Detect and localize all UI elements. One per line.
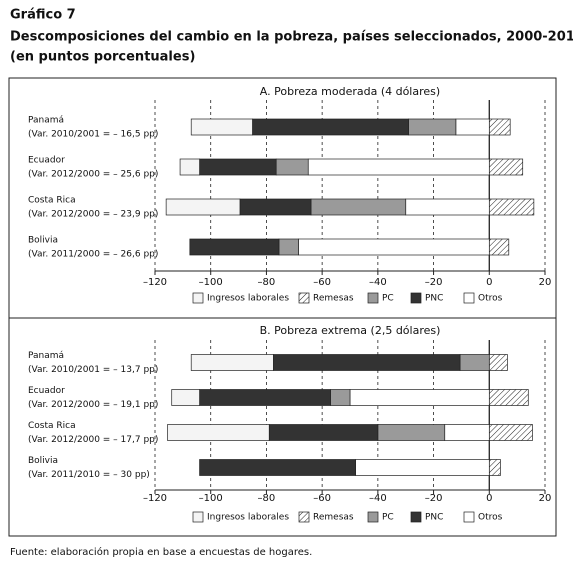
source: Fuente: elaboración propia en base a enc… <box>10 546 312 558</box>
x-tick-label: –20 <box>425 277 443 288</box>
x-tick-label: –80 <box>258 277 276 288</box>
bar-segment <box>330 389 351 406</box>
bar-segment <box>408 118 457 136</box>
bar-segment <box>349 389 490 406</box>
bar-segment <box>278 238 299 256</box>
x-tick-label: –120 <box>143 493 167 504</box>
bar-segment <box>189 238 280 256</box>
category-note: (Var. 2011/2000 = – 26,6 pp) <box>28 250 158 260</box>
category-label: Panamá <box>28 351 64 361</box>
bar-segment <box>455 118 490 136</box>
bar-segment <box>165 198 241 216</box>
chart-label: Gráfico 7 <box>10 8 76 23</box>
x-tick-label: –40 <box>369 493 387 504</box>
legend-swatch <box>410 292 422 304</box>
bar-segment <box>488 424 533 441</box>
bar-segment <box>488 389 529 406</box>
x-tick-label: –100 <box>199 493 223 504</box>
category-label: Costa Rica <box>28 421 76 431</box>
panel-title: A. Pobreza moderada (4 dólares) <box>260 85 440 98</box>
bar-segment <box>199 389 331 406</box>
legend-swatch <box>463 292 475 304</box>
bar-segment <box>199 459 356 476</box>
x-tick-label: 0 <box>486 277 492 288</box>
legend-label: PC <box>382 294 394 304</box>
bar-segment <box>252 118 409 136</box>
x-tick-label: –120 <box>143 277 167 288</box>
x-tick-label: –40 <box>369 277 387 288</box>
x-tick-label: –20 <box>425 493 443 504</box>
bar-segment <box>273 354 461 371</box>
bar-segment <box>179 158 200 176</box>
bar-segment <box>190 354 274 371</box>
bar-segment <box>310 198 407 216</box>
category-label: Ecuador <box>28 386 65 396</box>
x-tick-label: –80 <box>258 493 276 504</box>
legend-swatch <box>367 511 379 523</box>
bar-segment <box>199 158 277 176</box>
legend-swatch <box>192 511 204 523</box>
legend-label: PNC <box>425 294 443 304</box>
legend-swatch <box>410 511 422 523</box>
legend-label: Remesas <box>313 294 354 304</box>
x-tick-label: –60 <box>313 493 331 504</box>
x-tick-label: 20 <box>539 493 552 504</box>
bar-segment <box>405 198 490 216</box>
category-note: (Var. 2012/2000 = – 17,7 pp) <box>28 435 158 445</box>
bar-segment <box>488 198 535 216</box>
panel-title: B. Pobreza extrema (2,5 dólares) <box>260 324 441 337</box>
bar-segment <box>488 118 511 136</box>
chart-title: Descomposiciones del cambio en la pobrez… <box>10 30 573 45</box>
category-note: (Var. 2010/2001 = – 16,5 pp) <box>28 130 158 140</box>
category-label: Bolivia <box>28 236 58 246</box>
bar-segment <box>488 459 501 476</box>
legend-label: Ingresos laborales <box>207 513 289 523</box>
category-label: Costa Rica <box>28 196 76 206</box>
category-note: (Var. 2012/2000 = – 23,9 pp) <box>28 210 158 220</box>
category-note: (Var. 2010/2001 = – 13,7 pp) <box>28 365 158 375</box>
bar-segment <box>190 118 253 136</box>
category-note: (Var. 2012/2000 = – 25,6 pp) <box>28 170 158 180</box>
legend-label: PNC <box>425 513 443 523</box>
frame <box>8 77 557 537</box>
bar-segment <box>268 424 379 441</box>
bar-segment <box>307 158 490 176</box>
x-tick-label: –60 <box>313 277 331 288</box>
legend-label: PC <box>382 513 394 523</box>
category-label: Panamá <box>28 116 64 126</box>
legend-label: Otros <box>478 513 503 523</box>
category-label: Bolivia <box>28 456 58 466</box>
bar-segment <box>444 424 490 441</box>
bar-segment <box>167 424 270 441</box>
category-note: (Var. 2012/2000 = – 19,1 pp) <box>28 400 158 410</box>
bar-segment <box>171 389 200 406</box>
legend-swatch <box>192 292 204 304</box>
bar-segment <box>298 238 490 256</box>
bar-segment <box>377 424 446 441</box>
bar-segment <box>459 354 490 371</box>
category-label: Ecuador <box>28 156 65 166</box>
legend-swatch <box>367 292 379 304</box>
bar-segment <box>488 238 510 256</box>
chart-subtitle: (en puntos porcentuales) <box>10 50 195 65</box>
bar-segment <box>355 459 490 476</box>
x-tick-label: 0 <box>486 493 492 504</box>
category-note: (Var. 2011/2010 = – 30 pp) <box>28 470 150 480</box>
bar-segment <box>239 198 312 216</box>
bar-segment <box>275 158 309 176</box>
legend-label: Remesas <box>313 513 354 523</box>
legend-swatch <box>463 511 475 523</box>
bar-segment <box>488 158 524 176</box>
bar-segment <box>488 354 508 371</box>
legend-label: Ingresos laborales <box>207 294 289 304</box>
x-tick-label: 20 <box>539 277 552 288</box>
legend-swatch <box>298 292 310 304</box>
x-tick-label: –100 <box>199 277 223 288</box>
legend-label: Otros <box>478 294 503 304</box>
legend-swatch <box>298 511 310 523</box>
